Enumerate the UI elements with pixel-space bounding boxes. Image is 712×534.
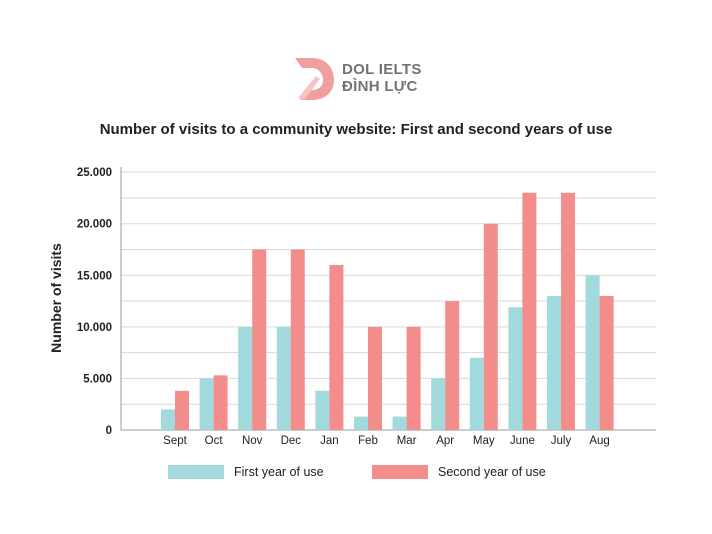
bar-second-year-jan (329, 264, 344, 430)
x-tick-label: Aug (589, 435, 609, 447)
legend: First year of use Second year of use (168, 462, 588, 482)
bar-second-year-feb (368, 326, 382, 430)
bar-second-year-june (522, 192, 537, 430)
bar-second-year-mar (406, 326, 421, 430)
y-tick-label: 15.000 (77, 270, 112, 282)
x-tick-label: Jan (320, 435, 339, 447)
legend-swatch (168, 465, 224, 479)
x-tick-label: Feb (358, 435, 378, 447)
x-tick-label: Nov (242, 435, 263, 447)
bar-first-year-aug (585, 275, 600, 430)
x-tick-label: Mar (397, 435, 417, 447)
x-tick-label: May (473, 435, 495, 447)
bar-first-year-apr (431, 378, 446, 430)
bar-second-year-apr (445, 301, 460, 430)
bar-second-year-july (561, 192, 575, 430)
bar-first-year-oct (199, 378, 214, 430)
bar-first-year-june (508, 307, 523, 430)
bar-first-year-dec (276, 326, 291, 430)
bar-first-year-nov (238, 326, 253, 430)
brand-line1: DOL IELTS (342, 61, 422, 78)
bar-first-year-feb (354, 416, 368, 430)
y-tick-label: 20.000 (77, 219, 112, 231)
legend-label: Second year of use (438, 465, 546, 479)
bar-first-year-mar (392, 416, 407, 430)
bar-first-year-jan (315, 390, 330, 430)
legend-swatch (372, 465, 428, 479)
dol-logo-icon (295, 58, 334, 100)
brand-line2: ĐÌNH LỰC (342, 78, 418, 95)
x-tick-label: June (510, 435, 535, 447)
bar-second-year-aug (599, 295, 614, 430)
legend-item-first-year: First year of use (168, 462, 324, 482)
bar-second-year-may (483, 223, 498, 430)
x-tick-label: July (551, 435, 572, 447)
y-tick-label: 0 (106, 425, 112, 437)
x-tick-label: Dec (281, 435, 302, 447)
bar-second-year-sept (175, 390, 189, 430)
bar-first-year-july (547, 295, 561, 430)
chart-title: Number of visits to a community website:… (99, 121, 613, 138)
x-tick-label: Oct (205, 435, 224, 447)
y-tick-label: 25.000 (77, 167, 112, 179)
bar-first-year-may (469, 357, 484, 430)
bar-first-year-sept (161, 409, 175, 430)
x-tick-label: Apr (436, 435, 454, 447)
x-tick-label: Sept (163, 435, 187, 447)
y-tick-label: 10.000 (77, 322, 112, 334)
bar-second-year-nov (252, 249, 267, 430)
bar-second-year-dec (290, 249, 305, 430)
bar-second-year-oct (213, 375, 228, 430)
legend-item-second-year: Second year of use (372, 462, 546, 482)
y-axis-label: Number of visits (48, 243, 64, 353)
y-tick-label: 5.000 (83, 373, 112, 385)
brand-logo: DOL IELTS ĐÌNH LỰC (292, 54, 432, 102)
legend-label: First year of use (234, 465, 324, 479)
